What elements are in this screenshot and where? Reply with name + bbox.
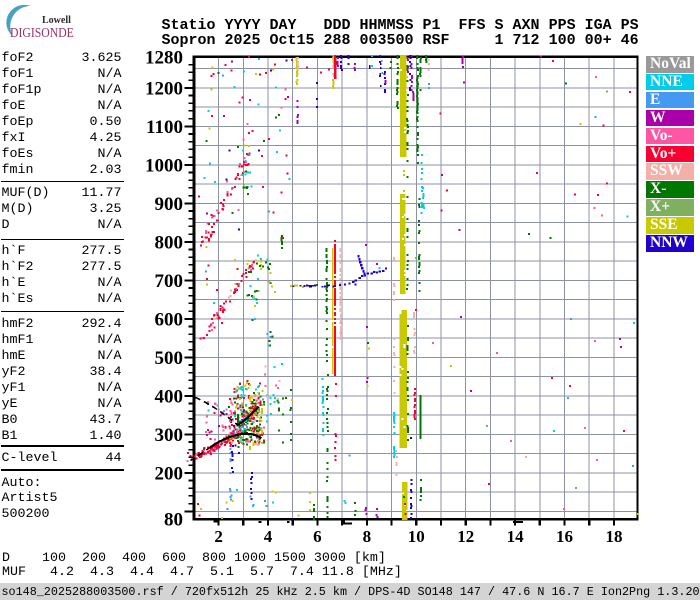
svg-text:4: 4 — [264, 527, 273, 546]
svg-text:18: 18 — [606, 527, 623, 546]
svg-text:12: 12 — [457, 527, 474, 546]
svg-text:600: 600 — [155, 309, 184, 330]
svg-text:80: 80 — [164, 510, 183, 531]
svg-text:8: 8 — [363, 527, 372, 546]
svg-text:1200: 1200 — [145, 78, 183, 99]
svg-text:300: 300 — [155, 425, 184, 446]
svg-text:10: 10 — [408, 527, 425, 546]
svg-text:14: 14 — [507, 527, 525, 546]
svg-text:800: 800 — [155, 232, 184, 253]
svg-text:500: 500 — [155, 348, 184, 369]
svg-text:200: 200 — [155, 463, 184, 484]
svg-text:6: 6 — [313, 527, 322, 546]
svg-text:1000: 1000 — [145, 155, 183, 176]
svg-text:1280: 1280 — [145, 48, 183, 69]
svg-text:1100: 1100 — [146, 117, 183, 138]
svg-text:16: 16 — [556, 527, 573, 546]
svg-text:400: 400 — [155, 386, 184, 407]
svg-text:700: 700 — [155, 271, 184, 292]
svg-text:900: 900 — [155, 194, 184, 215]
svg-text:2: 2 — [214, 527, 223, 546]
